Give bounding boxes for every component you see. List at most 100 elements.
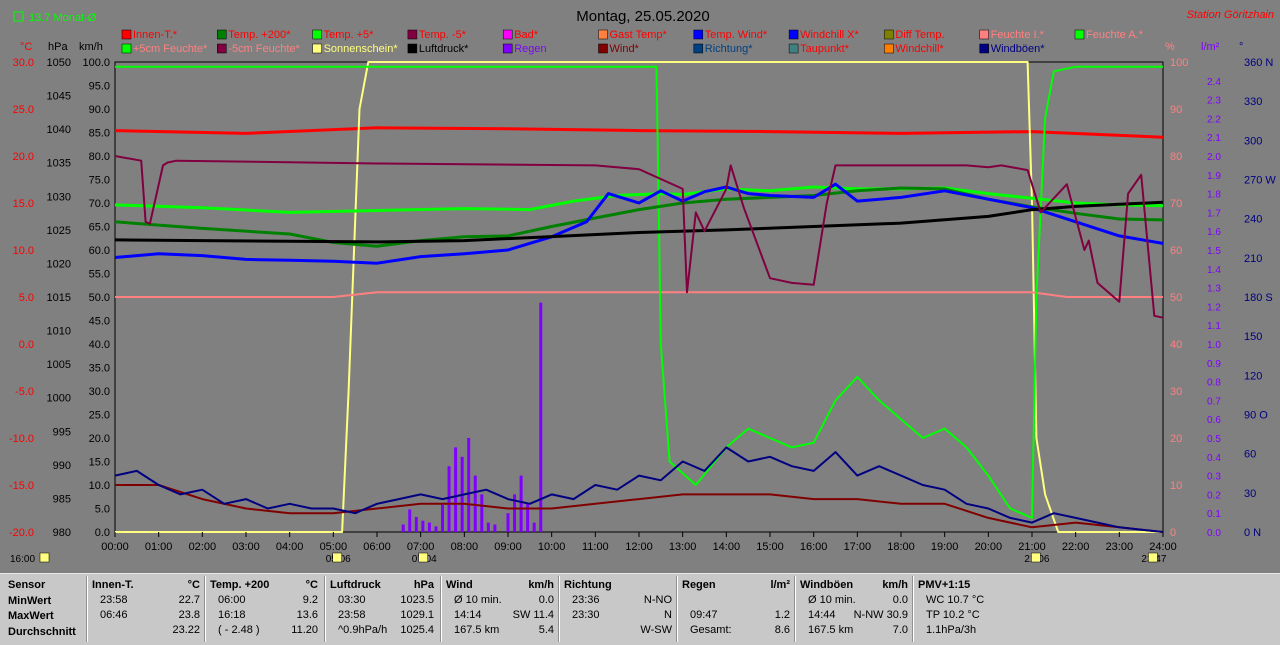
station-name: Station Göritzhain: [1187, 9, 1274, 21]
stats-column: Innen-T. °C 23:58 22.7 06:46 23.8 23.22: [92, 578, 200, 638]
rain-unit: l/m²: [1201, 41, 1220, 53]
wind-tick-label: 30.0: [89, 386, 110, 398]
rain-bar: [526, 503, 530, 532]
stats-column-title: Temp. +200: [210, 579, 270, 591]
stats-cell-value: 1.2: [774, 609, 790, 621]
series-line: [115, 65, 1163, 519]
stats-cell-value: 23.8: [178, 609, 200, 621]
x-tick-label: 00:00: [101, 541, 129, 553]
rain-bar: [441, 503, 444, 532]
wind-tick-label: 5.0: [95, 504, 110, 516]
stats-column-header: Temp. +200 °C: [210, 578, 318, 593]
rain-tick-label: 0.5: [1207, 434, 1221, 445]
stats-column-header: Windböen km/h: [800, 578, 908, 593]
stats-separator: [204, 576, 206, 642]
pressure-tick-label: 1005: [47, 359, 71, 371]
rain-tick-label: 1.1: [1207, 321, 1221, 332]
stats-row: Ø 10 min. 0.0: [446, 593, 554, 608]
humidity-tick-label: 40: [1170, 339, 1182, 351]
legend-label: Temp. Wind*: [705, 29, 768, 41]
wind-tick-label: 25.0: [89, 410, 110, 422]
stats-row: 14:14 SW 11.4: [446, 608, 554, 623]
pressure-tick-label: 995: [53, 426, 71, 438]
rain-tick-label: 2.4: [1207, 77, 1221, 88]
stats-column-title: Luftdruck: [330, 579, 381, 591]
humidity-tick-label: 60: [1170, 245, 1182, 257]
rain-tick-label: 2.3: [1207, 96, 1221, 107]
wind-tick-label: 75.0: [89, 175, 110, 187]
stats-cell-value: 0.0: [538, 594, 554, 606]
stats-column-unit: l/m²: [770, 579, 790, 591]
rain-bar: [532, 522, 536, 532]
stats-cell-value: 5.4: [538, 624, 554, 636]
humidity-tick-label: 30: [1170, 386, 1182, 398]
humidity-tick-label: 20: [1170, 433, 1182, 445]
dir-tick-label: 90 O: [1244, 410, 1268, 422]
legend-swatch: [884, 43, 894, 54]
legend-label: -5cm Feuchte*: [228, 43, 300, 55]
stats-cell-value: N-NW 30.9: [853, 609, 908, 621]
rain-bar: [427, 522, 431, 532]
temp-tick-label: -10.0: [9, 433, 34, 445]
stats-row: Ø 10 min. 0.0: [800, 593, 908, 608]
x-tick-label: 18:00: [887, 541, 915, 553]
sun-icon: [418, 552, 428, 563]
sun-icon: [1148, 552, 1158, 563]
wind-tick-label: 85.0: [89, 128, 110, 140]
stats-cell-time: 06:46: [100, 609, 128, 621]
wind-unit: km/h: [79, 41, 103, 53]
rain-bar: [519, 475, 523, 532]
x-tick-label: 20:00: [975, 541, 1003, 553]
legend-swatch: [121, 43, 132, 54]
temp-tick-label: -5.0: [15, 386, 34, 398]
sun-marker-label: 16:00: [10, 554, 35, 565]
stats-cell-time: 23:30: [572, 609, 600, 621]
legend-label: Richtung*: [705, 43, 753, 55]
wind-tick-label: 55.0: [89, 269, 110, 281]
legend-swatch: [217, 29, 227, 40]
rain-tick-label: 2.0: [1207, 152, 1221, 163]
wind-tick-label: 60.0: [89, 245, 110, 257]
stats-row: WC 10.7 °C: [918, 593, 1026, 608]
stats-cell-time: 16:18: [218, 609, 246, 621]
sun-icon: [39, 552, 50, 563]
rain-tick-label: 0.6: [1207, 415, 1221, 426]
rain-tick-label: 2.1: [1207, 133, 1221, 144]
temp-tick-label: 15.0: [13, 198, 34, 210]
legend-label: Wind*: [610, 43, 640, 55]
stats-column-unit: °C: [305, 579, 318, 591]
rain-tick-label: 1.5: [1207, 246, 1221, 257]
legend-label: Sonnenschein*: [324, 43, 399, 55]
x-tick-label: 16:00: [800, 541, 828, 553]
stats-cell-value: SW 11.4: [512, 609, 554, 621]
rain-tick-label: 0.4: [1207, 453, 1221, 464]
stats-cell-time: Ø 10 min.: [808, 594, 856, 606]
rain-bar: [434, 526, 438, 532]
pressure-tick-label: 1040: [47, 124, 71, 136]
wind-tick-label: 45.0: [89, 316, 110, 328]
stats-row: Gesamt: 8.6: [682, 623, 790, 638]
x-tick-label: 08:00: [451, 541, 479, 553]
wind-tick-label: 70.0: [89, 198, 110, 210]
stats-column-unit: hPa: [413, 579, 434, 591]
x-tick-label: 06:00: [363, 541, 391, 553]
pressure-tick-label: 1000: [47, 393, 71, 405]
stats-cell-time: ^0.9hPa/h: [338, 624, 388, 636]
stats-cell-time: 03:30: [338, 594, 366, 606]
legend-swatch: [407, 29, 418, 40]
rain-tick-label: 1.9: [1207, 171, 1221, 182]
chart-svg: 30.0 25.0 20.0 15.0 10.0 5.0 0.0 -5.0 -10.0 -15.0…: [9, 8, 1276, 565]
legend-label: Luftdruck*: [419, 43, 469, 55]
x-tick-label: 10:00: [538, 541, 566, 553]
stats-row: 1.1hPa/3h: [918, 623, 1026, 638]
legend-label: Taupunkt*: [800, 43, 850, 55]
pressure-tick-label: 990: [53, 460, 71, 472]
x-tick-label: 13:00: [669, 541, 697, 553]
legend-swatch: [502, 43, 513, 54]
x-tick-label: 24:00: [1149, 541, 1177, 553]
stats-cell-value: W-SW: [640, 624, 672, 636]
x-tick-label: 22:00: [1062, 541, 1090, 553]
stats-label-max: MaxWert: [8, 610, 54, 622]
stats-separator: [676, 576, 678, 642]
stats-column-title: PMV+1:15: [918, 579, 971, 591]
